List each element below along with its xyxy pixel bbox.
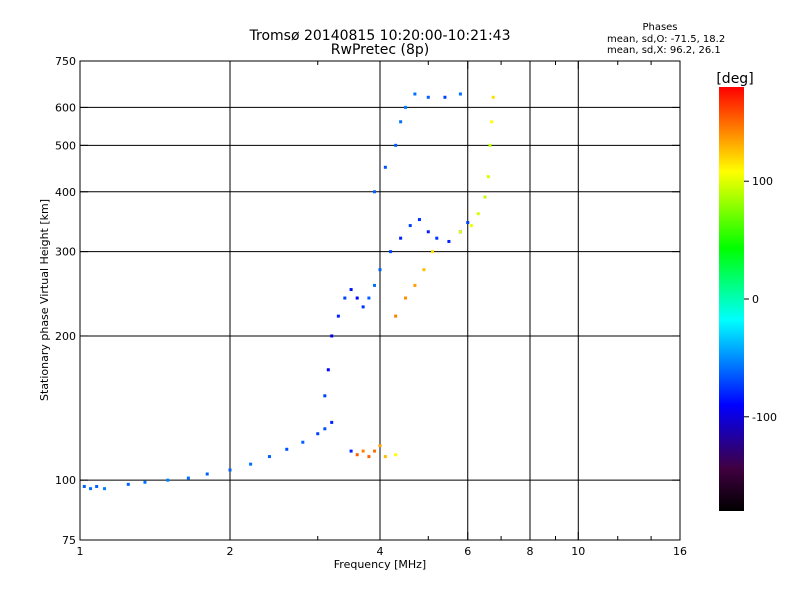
colorbar — [719, 87, 744, 511]
data-point — [491, 95, 495, 99]
data-point — [373, 283, 377, 287]
x-axis: 1 2 4 6 8 10 16 — [77, 61, 687, 558]
colorbar-label: [deg] — [716, 71, 753, 87]
stats-line-x: mean, sd,X: 96.2, 26.1 — [607, 45, 721, 56]
data-point — [413, 283, 417, 287]
x-tick-label: 1 — [77, 545, 84, 558]
y-axis: 75 100 200 300 400 500 600 750 — [55, 55, 680, 547]
data-point — [466, 221, 470, 225]
data-point — [89, 487, 93, 491]
x-tick-label: 8 — [527, 545, 534, 558]
data-point — [403, 105, 407, 109]
y-tick-label: 400 — [55, 186, 76, 199]
data-point — [326, 368, 330, 372]
data-point — [349, 288, 353, 292]
data-point — [483, 195, 487, 199]
data-point — [469, 224, 473, 228]
data-point — [378, 268, 382, 272]
stats-line-o: mean, sd,O: -71.5, 18.2 — [607, 34, 725, 45]
y-tick-label: 200 — [55, 330, 76, 343]
data-point — [486, 175, 490, 179]
data-point — [488, 143, 492, 147]
data-point — [361, 449, 365, 453]
y-tick-label: 750 — [55, 55, 76, 68]
data-point — [336, 314, 340, 318]
chart-subtitle: RwPretec (8p) — [331, 42, 429, 58]
y-axis-label: Stationary phase Virtual Height [km] — [38, 199, 51, 401]
data-point — [426, 95, 430, 99]
data-point — [186, 476, 190, 480]
x-tick-label: 16 — [673, 545, 687, 558]
stats-header: Phases — [642, 22, 677, 33]
data-point — [249, 462, 253, 466]
y-tick-label: 600 — [55, 101, 76, 114]
data-point — [413, 92, 417, 96]
data-point — [267, 455, 271, 459]
data-point — [367, 455, 371, 459]
data-point — [367, 296, 371, 300]
x-tick-label: 10 — [571, 545, 585, 558]
data-point — [408, 224, 412, 228]
data-point — [285, 447, 289, 451]
data-point — [443, 95, 447, 99]
y-tick-label: 500 — [55, 139, 76, 152]
data-point — [373, 449, 377, 453]
data-point — [458, 92, 462, 96]
data-point — [349, 449, 353, 453]
data-point — [383, 455, 387, 459]
y-tick-label: 75 — [62, 534, 76, 547]
data-point — [323, 427, 327, 431]
colorbar-tick-label: 100 — [752, 175, 773, 188]
data-point — [143, 480, 147, 484]
colorbar-tick-label: -100 — [752, 411, 777, 424]
data-point — [330, 420, 334, 424]
chart-title: Tromsø 20140815 10:20:00-10:21:43 — [249, 28, 511, 44]
data-point — [301, 440, 305, 444]
x-axis-label: Frequency [MHz] — [334, 558, 426, 571]
x-tick-label: 2 — [227, 545, 234, 558]
data-point — [394, 453, 398, 457]
y-tick-label: 300 — [55, 246, 76, 259]
data-point — [361, 305, 365, 309]
data-point — [476, 212, 480, 216]
data-point — [323, 394, 327, 398]
data-point — [403, 296, 407, 300]
data-point — [458, 230, 462, 234]
colorbar-ticks: 100 0 -100 — [744, 175, 777, 424]
data-point — [95, 484, 99, 488]
data-point — [330, 334, 334, 338]
data-point — [355, 296, 359, 300]
data-point — [399, 120, 403, 124]
data-point — [373, 190, 377, 194]
data-point — [389, 250, 393, 254]
data-point — [228, 468, 232, 472]
data-point — [103, 487, 107, 491]
data-point — [316, 432, 320, 436]
x-tick-label: 4 — [377, 545, 384, 558]
data-point — [417, 218, 421, 222]
data-point — [394, 143, 398, 147]
data-point — [431, 250, 435, 254]
data-point — [394, 314, 398, 318]
data-point — [422, 268, 426, 272]
x-tick-label: 6 — [464, 545, 471, 558]
data-point — [490, 120, 494, 124]
data-point — [82, 484, 86, 488]
data-point — [426, 230, 430, 234]
data-point — [378, 444, 382, 448]
grid-lines — [80, 61, 680, 540]
data-point — [383, 165, 387, 169]
data-point — [205, 472, 209, 476]
data-point — [399, 236, 403, 240]
colorbar-tick-label: 0 — [752, 293, 759, 306]
data-point — [355, 453, 359, 457]
data-point — [166, 478, 170, 482]
data-point — [435, 236, 439, 240]
data-point — [126, 482, 130, 486]
data-point — [343, 296, 347, 300]
y-tick-label: 100 — [55, 474, 76, 487]
data-point — [447, 239, 451, 243]
data-points — [82, 92, 495, 491]
